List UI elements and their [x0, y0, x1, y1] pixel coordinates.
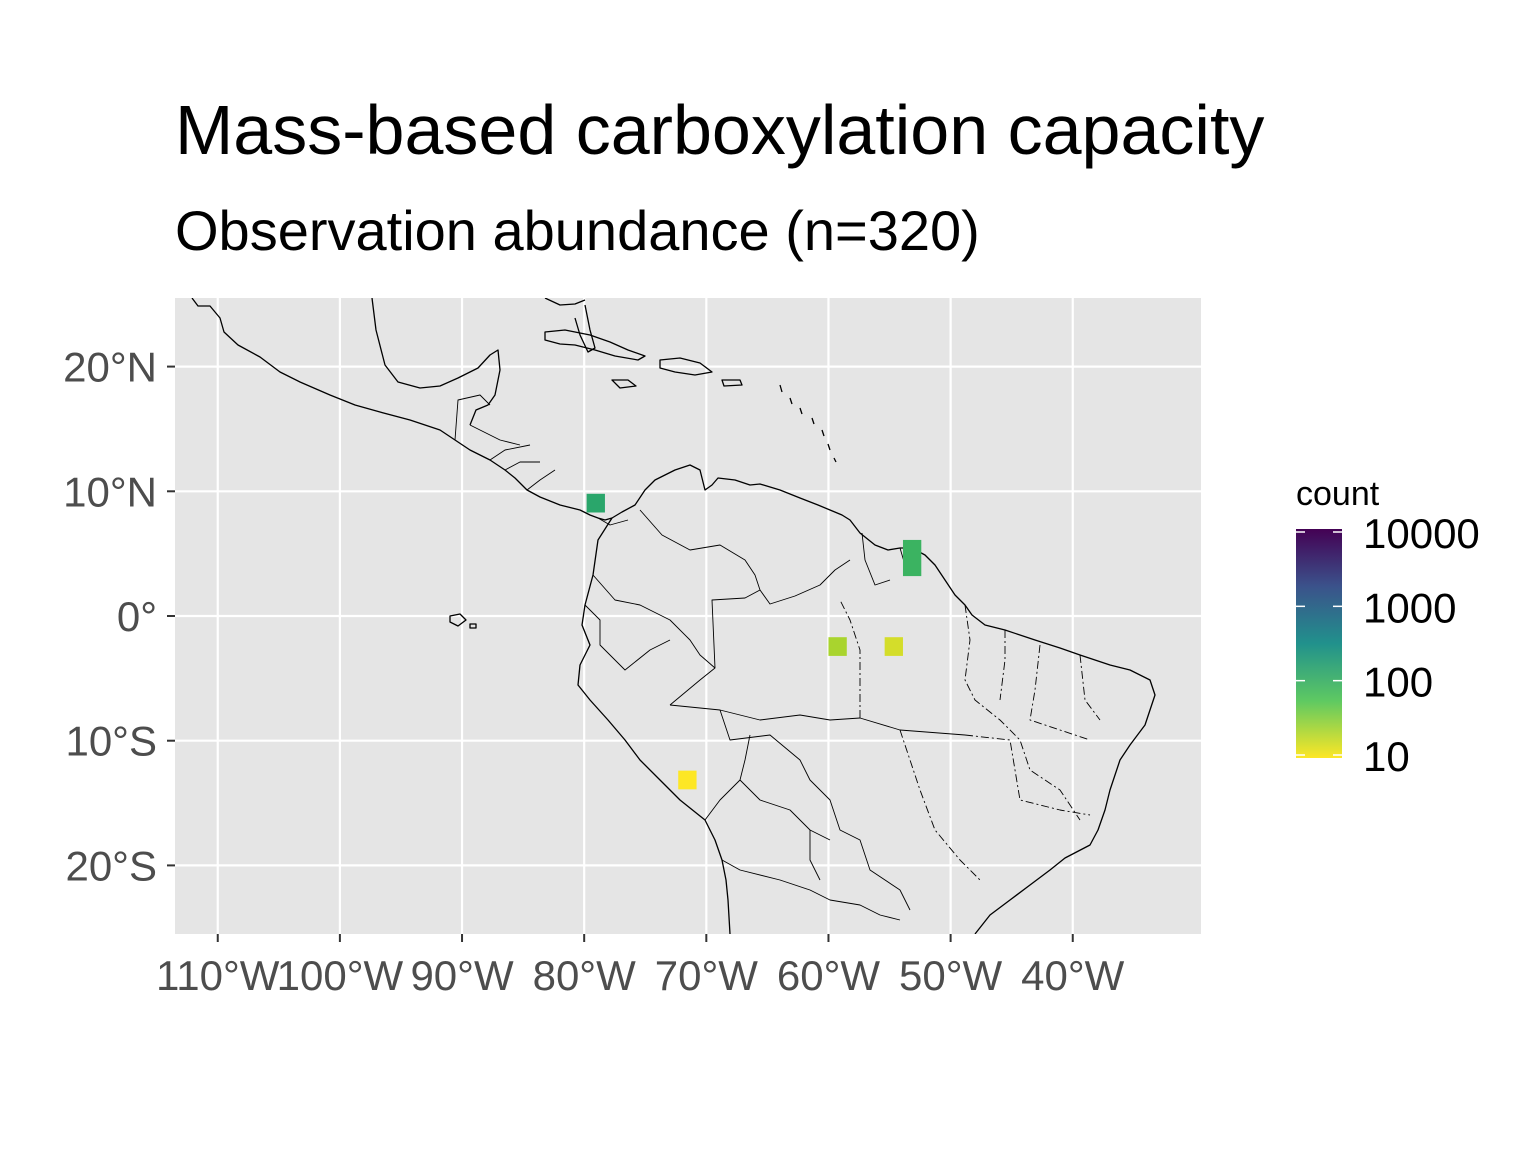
- legend-title: count: [1296, 475, 1380, 513]
- north-america-coastline: [191, 298, 1156, 934]
- y-tick-label: 10°S: [65, 718, 157, 765]
- count-cells: [586, 493, 922, 790]
- x-tick-label: 70°W: [655, 952, 759, 999]
- x-tick-label: 110°W: [156, 952, 280, 999]
- count-cell: [828, 637, 847, 656]
- map-title: Mass-based carboxylation capacity: [175, 91, 1265, 169]
- gulf-of-mexico-coastline: [371, 298, 501, 426]
- count-cell: [586, 493, 605, 513]
- pacific-south-america-coastline: [577, 517, 731, 934]
- x-tick-label: 90°W: [410, 952, 514, 999]
- legend-tick-label: 100: [1363, 659, 1433, 706]
- x-tick-label: 60°W: [777, 952, 881, 999]
- x-tick-label: 80°W: [533, 952, 637, 999]
- y-axis: 20°N 10°N 0° 10°S 20°S: [63, 344, 175, 889]
- grid-lines: [175, 298, 1201, 934]
- state-borders: [839, 599, 1101, 881]
- hispaniola-outline: [659, 357, 713, 376]
- puerto-rico-outline: [721, 379, 743, 387]
- coastline-layer: [191, 298, 1156, 934]
- legend-tick-label: 1000: [1363, 584, 1456, 631]
- legend-ticks: 10000 1000 100 10: [1296, 510, 1480, 780]
- y-tick-label: 0°: [117, 593, 157, 640]
- jamaica-outline: [611, 379, 637, 389]
- legend-tick-label: 10000: [1363, 510, 1480, 557]
- y-tick-label: 10°N: [63, 468, 157, 515]
- galapagos-outline: [449, 613, 477, 629]
- color-legend: count 10000 1000 100 10: [1296, 475, 1480, 780]
- map-subtitle: Observation abundance (n=320): [175, 199, 980, 262]
- lesser-antilles: [779, 384, 837, 463]
- legend-colorbar: [1296, 529, 1342, 758]
- x-tick-label: 100°W: [277, 952, 404, 999]
- count-cell: [678, 770, 697, 790]
- count-cell: [902, 539, 922, 577]
- y-tick-label: 20°N: [63, 344, 157, 391]
- count-cell: [884, 637, 903, 656]
- y-tick-label: 20°S: [65, 842, 157, 889]
- florida-coastline: [544, 298, 596, 353]
- x-tick-label: 50°W: [899, 952, 1003, 999]
- cuba-outline: [544, 329, 646, 361]
- legend-tick-label: 10: [1363, 733, 1410, 780]
- x-tick-label: 40°W: [1021, 952, 1125, 999]
